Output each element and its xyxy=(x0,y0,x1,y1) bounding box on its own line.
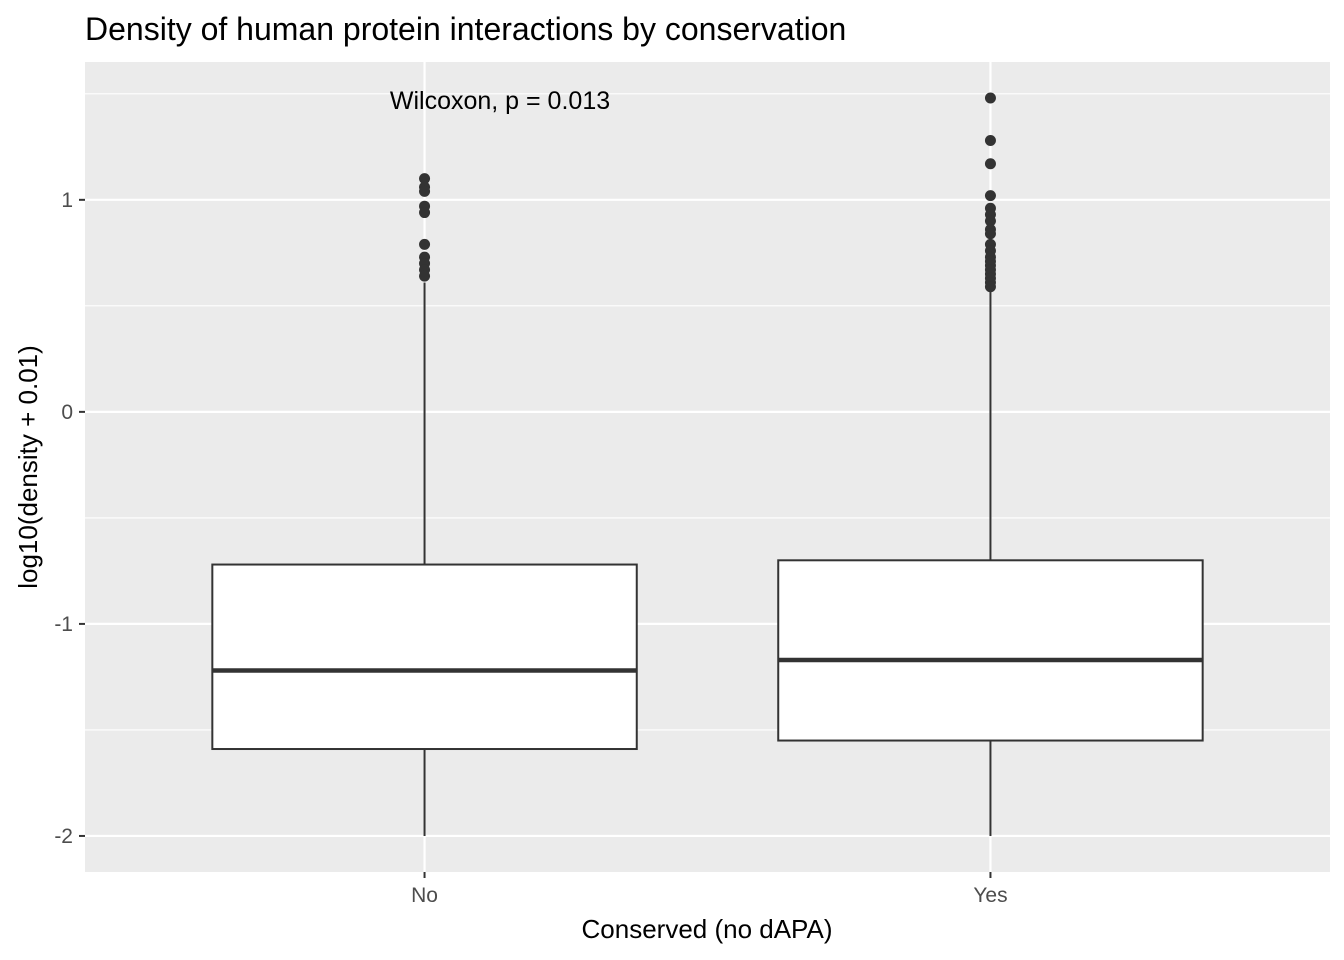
outlier-point xyxy=(984,215,996,227)
y-tick-label: -2 xyxy=(54,825,73,848)
plot-panel xyxy=(85,62,1330,872)
y-axis-ticks: -2 -1 0 1 xyxy=(54,189,85,848)
outlier-point xyxy=(419,207,431,219)
y-tick-label: 1 xyxy=(61,189,73,212)
outlier-point xyxy=(984,228,996,240)
x-axis-title: Conserved (no dAPA) xyxy=(582,914,833,944)
x-tick-label: Yes xyxy=(973,884,1007,907)
y-axis-title: log10(density + 0.01) xyxy=(13,345,43,589)
x-axis-ticks: No Yes xyxy=(411,872,1008,907)
outlier-point xyxy=(419,238,431,250)
outlier-point xyxy=(419,173,431,185)
outlier-point xyxy=(419,185,431,197)
box-body xyxy=(211,563,638,751)
boxes xyxy=(211,92,1204,836)
outlier-point xyxy=(984,281,996,293)
outlier-point xyxy=(984,158,996,170)
outlier-point xyxy=(984,92,996,104)
wilcoxon-annotation: Wilcoxon, p = 0.013 xyxy=(390,87,610,115)
box-body xyxy=(777,559,1204,742)
outlier-point xyxy=(984,134,996,146)
outlier-point xyxy=(984,190,996,202)
y-tick-label: 0 xyxy=(61,401,73,424)
box-no xyxy=(211,173,638,836)
box-yes xyxy=(777,92,1204,836)
chart-title: Density of human protein interactions by… xyxy=(85,11,846,47)
x-tick-label: No xyxy=(411,884,438,907)
y-tick-label: -1 xyxy=(54,613,73,636)
outlier-point xyxy=(419,270,431,282)
